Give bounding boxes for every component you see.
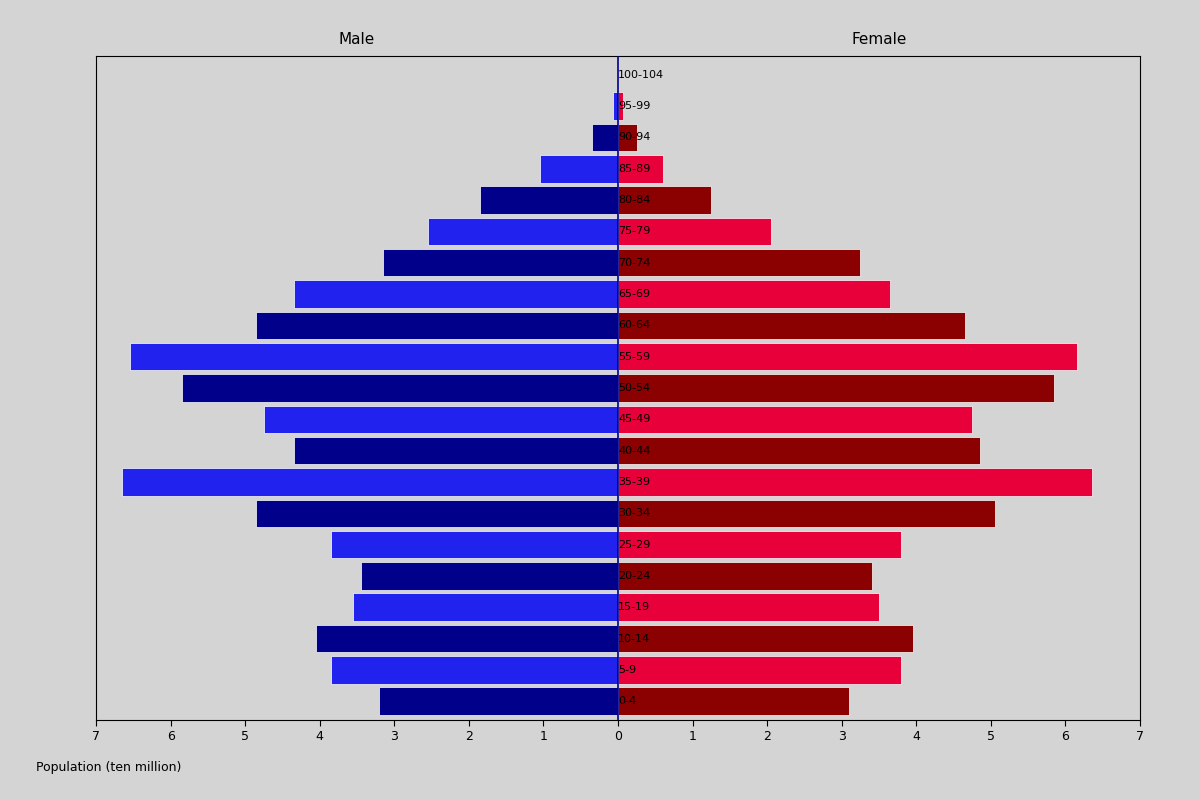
Text: Female: Female [851,32,907,46]
Text: 85-89: 85-89 [618,164,650,174]
Bar [257,311,618,339]
Text: 55-59: 55-59 [618,352,650,362]
Text: 70-74: 70-74 [618,258,650,268]
Text: 50-54: 50-54 [618,383,650,393]
Bar [181,374,618,402]
Bar [316,625,618,652]
Text: 80-84: 80-84 [618,195,650,205]
Bar [618,374,1055,402]
Bar [264,406,618,433]
Text: 95-99: 95-99 [618,101,650,111]
Text: 35-39: 35-39 [618,477,650,487]
Bar [618,218,770,245]
Bar [618,61,619,89]
Bar [618,249,860,277]
Bar [618,562,871,590]
Bar [618,124,637,151]
Bar [130,343,618,370]
Text: 60-64: 60-64 [618,320,650,330]
Bar [428,218,618,245]
Text: Population (ten million): Population (ten million) [36,762,181,774]
Text: 10-14: 10-14 [618,634,650,643]
Bar [618,437,979,465]
Text: 75-79: 75-79 [618,226,650,236]
Bar [618,343,1076,370]
Bar [618,531,901,558]
Bar [540,155,618,182]
Bar [353,594,618,621]
Text: Male: Male [338,32,376,46]
Bar [331,531,618,558]
Bar [618,499,995,527]
Bar [618,311,965,339]
Text: 65-69: 65-69 [618,289,650,299]
Bar [618,594,878,621]
Text: 5-9: 5-9 [618,665,636,675]
Text: 20-24: 20-24 [618,571,650,581]
Bar [592,124,618,151]
Bar [122,468,618,496]
Bar [613,92,618,120]
Bar [618,468,1092,496]
Text: 0-4: 0-4 [618,696,636,706]
Bar [618,625,912,652]
Bar [480,186,618,214]
Text: 15-19: 15-19 [618,602,650,612]
Bar [618,155,662,182]
Text: 100-104: 100-104 [618,70,664,80]
Text: 25-29: 25-29 [618,540,650,550]
Bar [618,186,712,214]
Bar [331,656,618,684]
Text: 30-34: 30-34 [618,508,650,518]
Bar [379,687,618,715]
Text: 90-94: 90-94 [618,133,650,142]
Bar [618,687,850,715]
Bar [383,249,618,277]
Bar [618,406,972,433]
Bar [617,61,618,89]
Text: 40-44: 40-44 [618,446,650,456]
Bar [361,562,618,590]
Bar [618,280,890,308]
Text: 45-49: 45-49 [618,414,650,424]
Bar [294,437,618,465]
Bar [257,499,618,527]
Bar [618,92,623,120]
Bar [618,656,901,684]
Bar [294,280,618,308]
